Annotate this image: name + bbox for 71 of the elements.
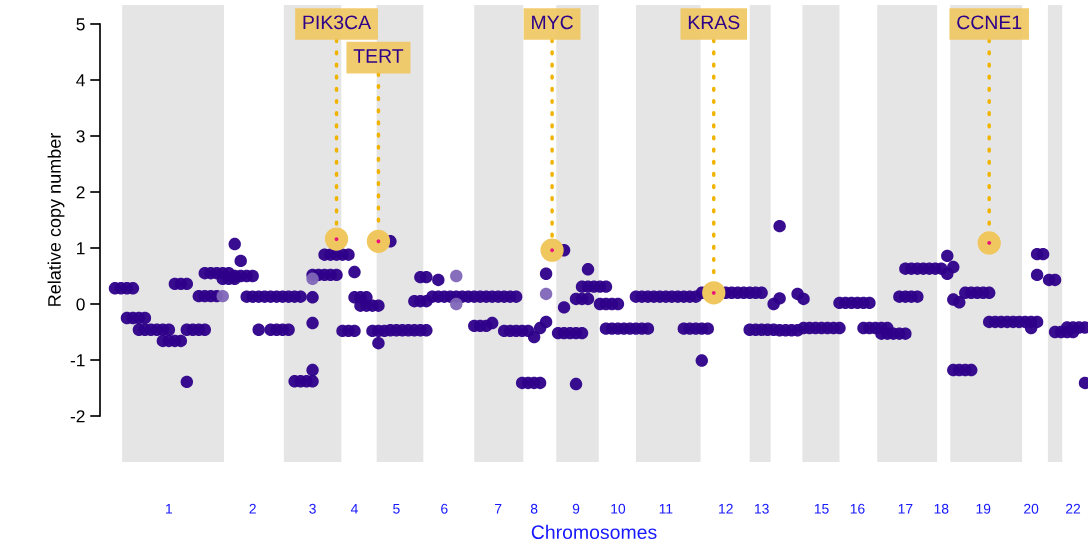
y-tick-label: 1 (77, 242, 85, 255)
point (557, 301, 571, 314)
point (342, 248, 355, 261)
point (581, 263, 595, 276)
point (432, 273, 445, 287)
point (420, 270, 433, 284)
point (228, 237, 241, 251)
x-tick-label: 9 (572, 503, 580, 514)
point (773, 292, 786, 305)
point (306, 363, 319, 377)
point (252, 323, 265, 336)
point (234, 254, 247, 268)
y-tick-label: 5 (76, 18, 85, 31)
point (773, 219, 786, 233)
point (348, 265, 361, 279)
x-tick-label: 7 (495, 504, 502, 514)
y-tick-label: 2 (76, 186, 85, 199)
x-tick-label: 13 (755, 503, 769, 514)
point (270, 290, 283, 303)
x-tick-label: 20 (1024, 503, 1039, 514)
point (941, 249, 954, 263)
y-tick-label: -2 (70, 410, 85, 423)
annotation: MYC (532, 15, 573, 30)
x-tick-label: 6 (441, 503, 448, 514)
annotation: KRAS (688, 15, 740, 30)
x-axis-title: Chromosomes (531, 524, 657, 540)
x-tick-label: 5 (393, 504, 400, 514)
x-tick-label: 22 (1066, 503, 1081, 514)
x-tick-label: 10 (611, 503, 626, 514)
point (569, 377, 583, 391)
point (216, 289, 229, 303)
y-tick-label: 0 (76, 298, 85, 311)
point (1030, 268, 1044, 282)
point (372, 336, 385, 350)
x-tick-label: 1 (166, 504, 173, 514)
y-tick-label: 4 (76, 74, 85, 87)
x-tick-label: 11 (659, 504, 673, 514)
y-tick-label: 3 (76, 130, 85, 143)
point (539, 267, 553, 280)
point (941, 267, 954, 280)
point (539, 287, 553, 301)
point (695, 354, 708, 367)
point (306, 272, 319, 286)
annotation: TERT (353, 49, 404, 63)
annotation: PIK3CA (303, 15, 372, 30)
point (450, 269, 463, 283)
point (366, 229, 391, 253)
point (324, 227, 349, 251)
x-tick-label: 19 (976, 503, 991, 514)
point (947, 293, 960, 306)
x-tick-label: 3 (309, 503, 316, 514)
y-axis-title: Relative copy number (47, 132, 65, 306)
annotation: CCNE1 (957, 15, 1022, 30)
x-tick-label: 15 (814, 504, 829, 514)
point (485, 316, 499, 330)
x-tick-label: 8 (530, 503, 538, 514)
x-tick-label: 12 (719, 503, 733, 514)
point (599, 280, 613, 293)
point (527, 330, 541, 344)
point (539, 315, 553, 329)
point (180, 375, 194, 389)
x-tick-label: 4 (350, 504, 358, 514)
x-tick-label: 17 (898, 504, 913, 514)
y-tick-label: -1 (70, 354, 85, 367)
point (450, 297, 463, 311)
point (797, 292, 810, 306)
point (306, 316, 319, 330)
x-tick-label: 2 (249, 503, 256, 514)
x-tick-label: 18 (934, 503, 949, 514)
point (306, 291, 319, 304)
x-tick-label: 16 (850, 503, 865, 514)
